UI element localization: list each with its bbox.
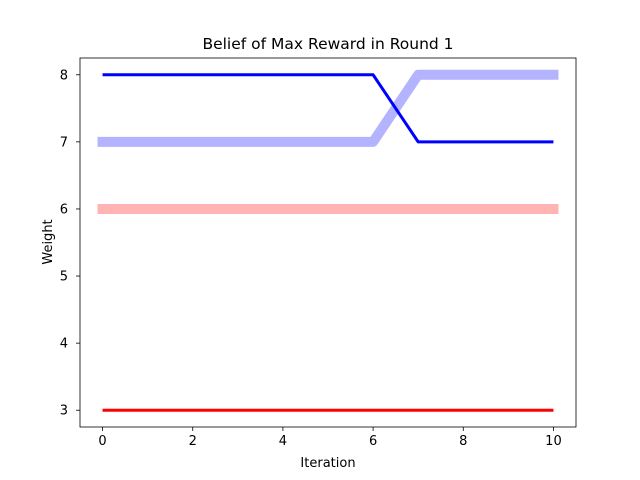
x-tick-label: 8 (459, 434, 467, 449)
y-tick-label: 5 (60, 270, 68, 285)
y-tick-label: 4 (60, 337, 68, 352)
x-tick-label: 0 (98, 434, 106, 449)
y-tick-label: 3 (60, 404, 68, 419)
plot-frame (79, 57, 577, 428)
y-axis-label: Weight (41, 219, 56, 264)
chart-title: Belief of Max Reward in Round 1 (202, 35, 453, 53)
series-layer (97, 69, 559, 412)
x-tick-label: 6 (369, 434, 377, 449)
x-axis-ticks: 0 2 4 6 8 10 (98, 427, 562, 449)
x-tick-label: 4 (279, 434, 287, 449)
x-tick-label: 10 (545, 434, 562, 449)
y-tick-label: 8 (60, 68, 68, 83)
x-tick-label: 2 (189, 434, 197, 449)
y-axis-ticks: 3 4 5 6 7 8 (60, 68, 80, 419)
y-tick-label: 7 (60, 135, 68, 150)
series-line-1 (97, 69, 559, 147)
x-axis-label: Iteration (300, 456, 355, 471)
y-tick-label: 6 (60, 202, 68, 217)
series-line-3 (102, 73, 554, 144)
